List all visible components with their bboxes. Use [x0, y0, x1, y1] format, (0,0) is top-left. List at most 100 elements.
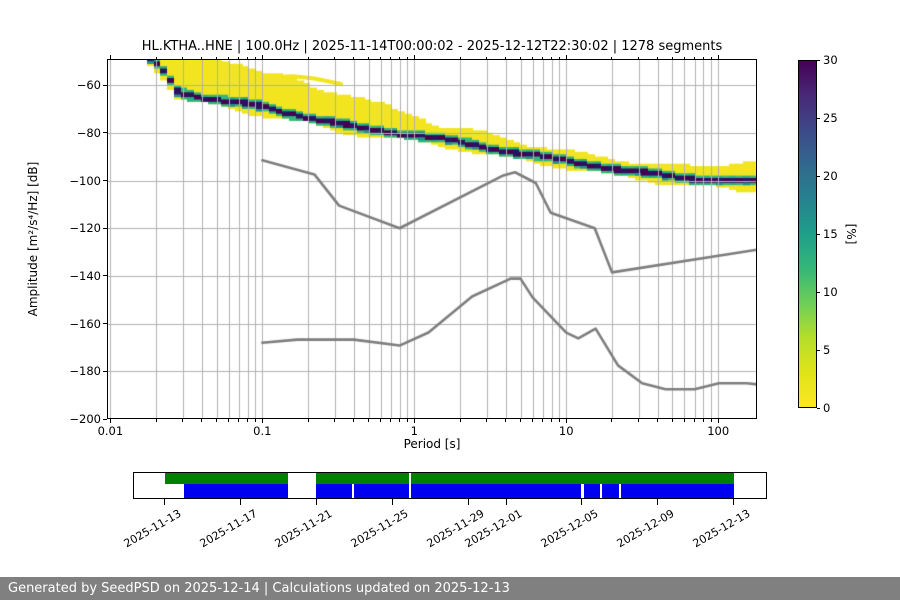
availability-bar — [133, 472, 767, 499]
x-tick-mark — [399, 419, 401, 422]
x-tick-mark — [334, 419, 336, 422]
x-tick-mark — [109, 419, 111, 423]
x-tick-mark-top — [459, 56, 461, 59]
x-tick-mark-top — [109, 55, 111, 59]
x-tick-mark — [261, 419, 263, 423]
x-tick-label: 100 — [707, 424, 730, 438]
availability-green-segment — [316, 473, 409, 484]
availability-blue-segment — [411, 484, 582, 498]
plot-axes-border — [107, 59, 757, 419]
y-tick-mark — [103, 323, 107, 325]
x-tick-mark-top — [486, 56, 488, 59]
y-tick-mark — [103, 418, 107, 420]
x-tick-mark — [694, 419, 696, 422]
x-axis-label: Period [s] — [403, 437, 461, 451]
x-tick-mark — [406, 419, 408, 422]
x-tick-mark-top — [551, 56, 553, 59]
x-tick-mark-top — [334, 56, 336, 59]
availability-blue-segment — [316, 484, 353, 498]
x-tick-mark-top — [702, 56, 704, 59]
x-tick-mark-top — [558, 56, 560, 59]
colorbar-tick-mark — [817, 59, 820, 61]
x-tick-mark-top — [155, 56, 157, 59]
date-tick-mark — [657, 499, 659, 505]
x-tick-mark — [551, 419, 553, 422]
y-tick-mark — [103, 132, 107, 134]
date-tick-mark — [315, 499, 317, 505]
colorbar-tick-mark — [817, 233, 820, 235]
x-tick-mark — [671, 419, 673, 422]
y-axis-label: Amplitude [m²/s⁴/Hz] [dB] — [26, 161, 40, 317]
colorbar-tick-mark — [817, 117, 820, 119]
footer-bar: Generated by SeedPSD on 2025-12-14 | Cal… — [0, 577, 900, 600]
x-tick-mark — [216, 419, 218, 422]
date-tick-mark — [391, 499, 393, 505]
x-tick-mark-top — [683, 56, 685, 59]
x-tick-mark-top — [565, 55, 567, 59]
colorbar-tick-mark — [817, 291, 820, 293]
colorbar-tick-mark — [817, 175, 820, 177]
x-tick-mark-top — [390, 56, 392, 59]
x-tick-mark-top — [261, 55, 263, 59]
y-tick-mark — [103, 84, 107, 86]
x-tick-mark — [683, 419, 685, 422]
y-tick-mark — [103, 180, 107, 182]
x-tick-mark-top — [611, 56, 613, 59]
x-tick-mark — [532, 419, 534, 422]
availability-blue-segment — [354, 484, 409, 498]
colorbar-tick-label: 0 — [823, 401, 831, 415]
footer-text: Generated by SeedPSD on 2025-12-14 | Cal… — [8, 581, 510, 596]
colorbar-tick-label: 20 — [823, 169, 838, 183]
y-tick-label: −120 — [69, 221, 101, 236]
x-tick-mark — [307, 419, 309, 422]
x-tick-mark-top — [182, 56, 184, 59]
x-tick-mark — [710, 419, 712, 422]
x-tick-mark-top — [368, 56, 370, 59]
x-tick-mark-top — [406, 56, 408, 59]
x-tick-mark-top — [228, 56, 230, 59]
x-tick-mark-top — [413, 55, 415, 59]
colorbar-tick-label: 10 — [823, 285, 838, 299]
y-tick-label: −180 — [69, 364, 101, 379]
colorbar-label: [%] — [844, 223, 858, 245]
x-tick-mark-top — [201, 56, 203, 59]
colorbar-gradient — [798, 60, 817, 408]
x-tick-mark-top — [238, 56, 240, 59]
x-tick-mark-top — [505, 56, 507, 59]
ppsd-plot-canvas — [107, 59, 757, 419]
x-tick-mark — [182, 419, 184, 422]
colorbar-tick-label: 15 — [823, 227, 838, 241]
x-tick-mark-top — [694, 56, 696, 59]
availability-blue-segment — [602, 484, 620, 498]
plot-title: HL.KTHA..HNE | 100.0Hz | 2025-11-14T00:0… — [141, 39, 723, 54]
colorbar-tick-mark — [817, 349, 820, 351]
y-tick-label: −60 — [76, 78, 101, 93]
x-tick-mark — [702, 419, 704, 422]
date-tick-mark — [733, 499, 735, 505]
availability-blue-segment — [183, 484, 289, 498]
x-tick-mark-top — [307, 56, 309, 59]
y-tick-mark — [103, 275, 107, 277]
x-tick-mark — [413, 419, 415, 423]
y-tick-label: −160 — [69, 316, 101, 331]
x-tick-mark — [254, 419, 256, 422]
x-tick-mark-top — [638, 56, 640, 59]
x-tick-mark-top — [532, 56, 534, 59]
x-tick-mark — [459, 419, 461, 422]
availability-green-segment — [411, 473, 734, 484]
x-tick-mark — [520, 419, 521, 422]
x-tick-mark-top — [542, 56, 544, 59]
y-tick-label: −200 — [69, 412, 101, 426]
x-tick-mark — [611, 419, 613, 422]
x-tick-mark — [390, 419, 392, 422]
y-tick-label: −80 — [76, 125, 101, 140]
x-tick-mark — [657, 419, 659, 422]
date-tick-mark — [505, 499, 507, 505]
x-tick-mark — [238, 419, 240, 422]
date-tick-mark — [164, 499, 166, 505]
x-tick-label: 1 — [410, 424, 418, 438]
x-tick-mark-top — [717, 55, 719, 59]
colorbar-tick-label: 5 — [823, 343, 831, 357]
x-tick-mark — [486, 419, 488, 422]
availability-blue-segment — [583, 484, 601, 498]
